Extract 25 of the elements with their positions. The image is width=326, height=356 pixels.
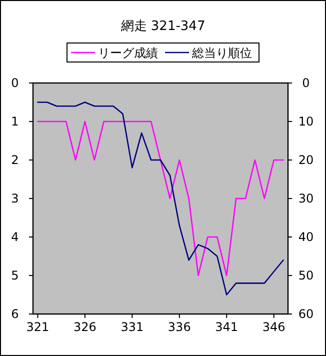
y-tick-label: 4	[11, 230, 19, 244]
line-series	[37, 120, 284, 276]
x-tick-label: 326	[73, 320, 96, 334]
y-tick-label: 0	[11, 76, 19, 90]
y-tick-label: 1	[11, 114, 19, 128]
x-tick-label: 331	[120, 320, 144, 334]
y-tick-label: 6	[11, 307, 19, 321]
y-tick-label: 2	[11, 153, 19, 167]
legend-label: 総当り順位	[191, 46, 252, 60]
y2-tick-label: 0	[302, 76, 310, 90]
y2-tick-label: 50	[298, 268, 314, 282]
x-tick-label: 336	[168, 320, 191, 334]
y2-tick-label: 40	[298, 230, 314, 244]
y2-tick-label: 60	[298, 307, 314, 321]
x-tick-label: 341	[215, 320, 238, 334]
y2-tick-label: 10	[298, 114, 314, 128]
y2-tick-label: 20	[298, 153, 314, 167]
y-tick-label: 3	[11, 192, 19, 206]
y2-tick-label: 30	[298, 192, 314, 206]
x-tick-label: 346	[262, 320, 286, 334]
line-series	[37, 102, 284, 296]
chart-title: 網走 321-347	[120, 19, 206, 34]
y-tick-label: 5	[11, 268, 19, 282]
x-tick-label: 321	[26, 320, 50, 334]
legend-label: リーグ成績	[98, 46, 158, 60]
